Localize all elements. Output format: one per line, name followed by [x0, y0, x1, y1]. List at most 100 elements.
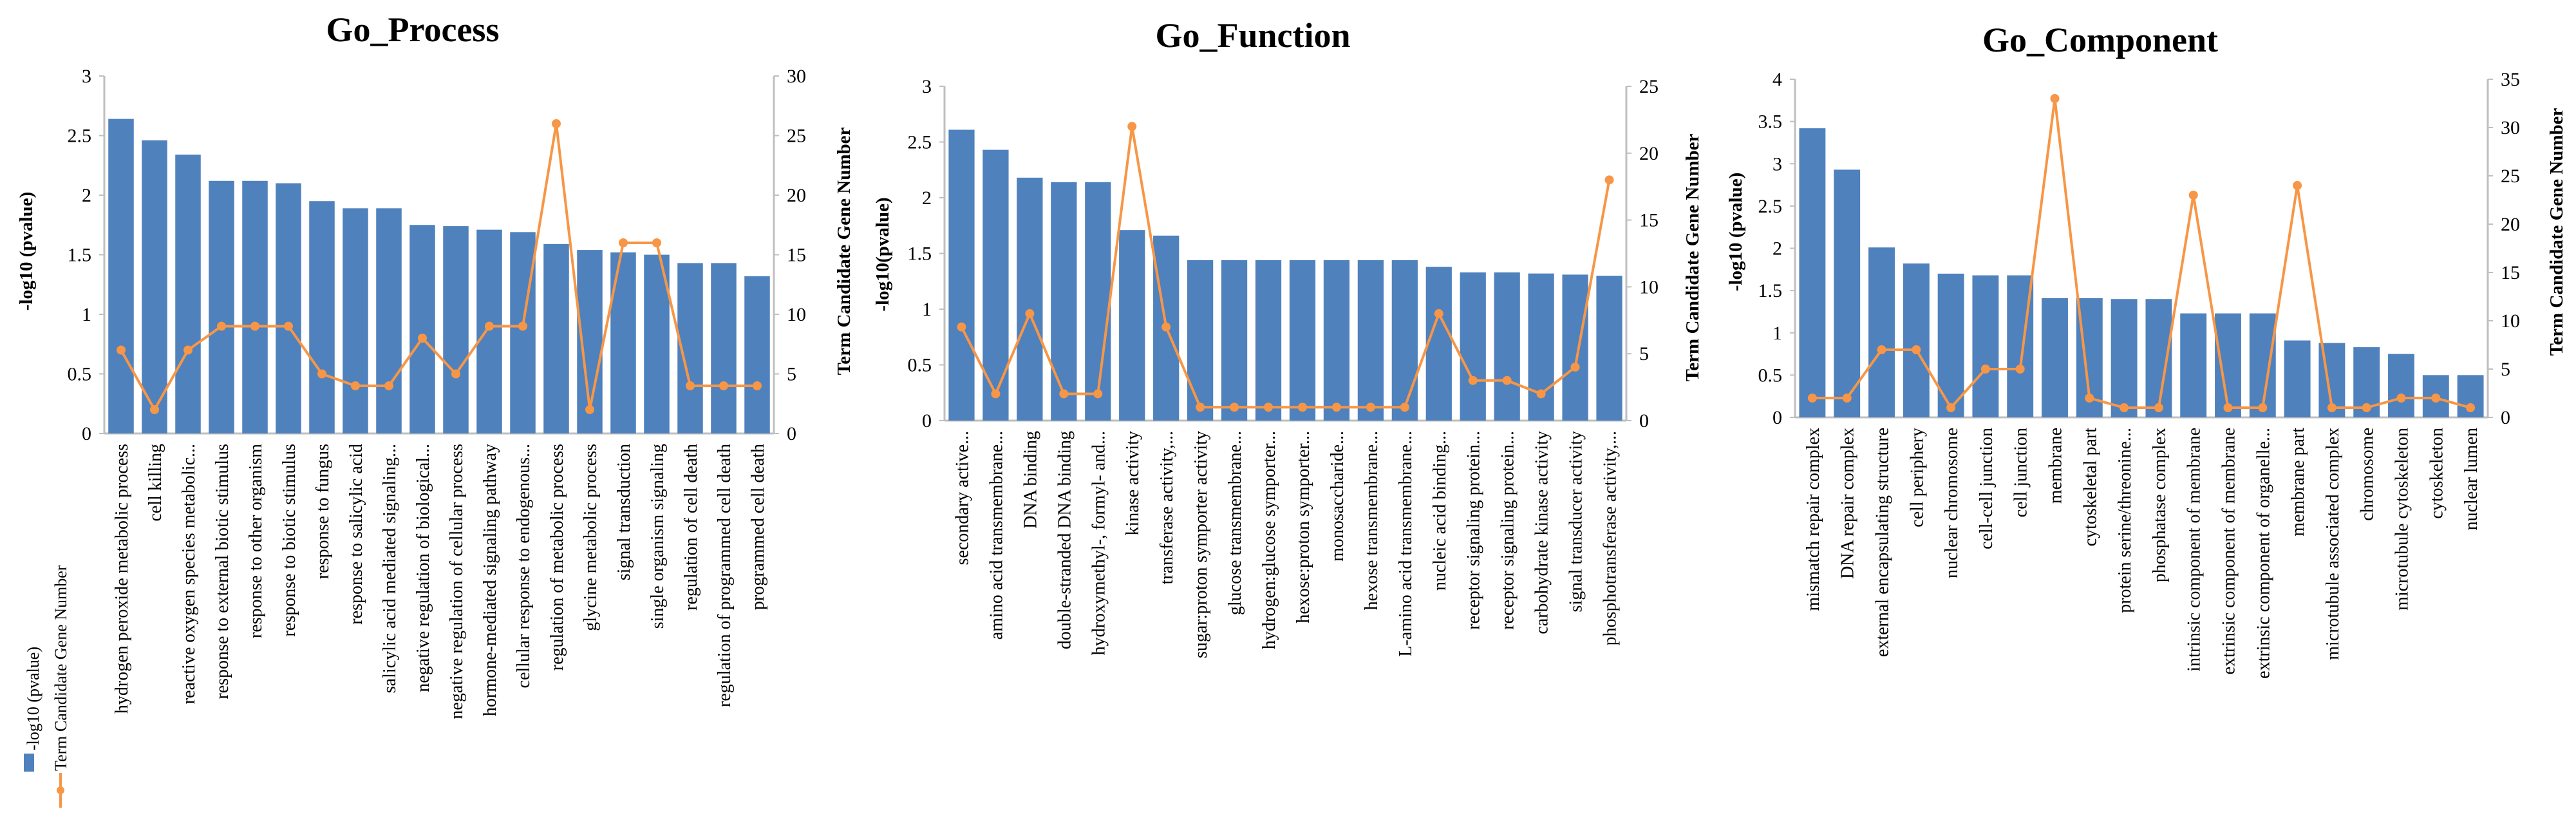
- y-tick-label: 0.5: [908, 355, 932, 376]
- gene-number-point: [2362, 403, 2371, 412]
- bar: [610, 252, 636, 433]
- gene-number-point: [250, 321, 259, 331]
- gene-number-point: [2050, 94, 2060, 103]
- y2-tick-label: 10: [1639, 276, 1659, 298]
- x-tick-label: receptor signaling protein...: [1498, 431, 1518, 630]
- go-component-chart: Go_Component -log10 (pvalue) Term Candid…: [1725, 21, 2567, 679]
- bar: [543, 243, 569, 433]
- x-tick-label: phosphatase complex: [2150, 428, 2170, 582]
- gene-number-point: [619, 238, 628, 247]
- gene-number-point: [317, 369, 326, 379]
- y-tick-label: 1: [1772, 323, 1782, 344]
- gene-number-point: [1059, 389, 1069, 399]
- y-axis-label: -log10 (pvalue): [16, 192, 37, 310]
- y2-tick-label: 15: [2501, 262, 2520, 283]
- x-tick-label: response to external biotic stimulus: [212, 444, 232, 699]
- gene-number-point: [1980, 365, 1990, 374]
- bar: [1119, 230, 1145, 421]
- x-tick-label: hexose:proton symporter...: [1293, 431, 1313, 623]
- gene-number-point: [1604, 175, 1614, 185]
- gene-number-point: [2327, 403, 2336, 412]
- y-tick-label: 0: [1772, 407, 1782, 428]
- x-tick-label: signal transducer activity: [1566, 431, 1586, 612]
- gene-number-point: [2431, 394, 2441, 403]
- gene-number-point: [1502, 375, 1512, 385]
- gene-number-point: [351, 381, 360, 390]
- legend: -log10 (pvalue) Term Candidate Gene Numb…: [24, 565, 70, 808]
- bar: [744, 276, 770, 433]
- bar: [1357, 260, 1384, 421]
- gene-number-point: [217, 321, 226, 331]
- x-tick-label: secondary active...: [952, 431, 972, 565]
- gene-number-point: [1264, 403, 1274, 412]
- x-tick-label: membrane part: [2288, 428, 2308, 537]
- y2-tick-label: 15: [787, 245, 806, 266]
- gene-number-point: [1331, 403, 1341, 412]
- y2-tick-label: 20: [787, 185, 806, 206]
- x-tick-label: membrane: [2046, 428, 2066, 504]
- gene-number-point: [2015, 365, 2025, 374]
- y-tick-label: 2.5: [908, 132, 932, 153]
- y2-tick-label: 25: [787, 126, 806, 147]
- gene-number-point: [2120, 403, 2129, 412]
- gene-number-point: [686, 381, 695, 390]
- x-tick-label: phosphotransferase activity,...: [1601, 431, 1621, 645]
- legend-line-marker: [57, 786, 64, 794]
- bar: [711, 263, 737, 433]
- gene-number-point: [1570, 362, 1580, 372]
- y2-tick-label: 5: [787, 364, 796, 385]
- bar: [476, 229, 502, 433]
- gene-number-point: [991, 389, 1001, 399]
- x-tick-label: extrinsic component of membrane: [2219, 428, 2239, 674]
- x-tick-label: nuclear chromosome: [1942, 428, 1962, 578]
- gene-number-point: [384, 381, 393, 390]
- gene-number-point: [1297, 403, 1307, 412]
- bar: [443, 226, 469, 433]
- gene-number-point: [753, 381, 762, 390]
- y-tick-label: 2: [922, 187, 932, 209]
- y2-tick-label: 30: [2501, 117, 2520, 138]
- gene-number-point: [2188, 191, 2198, 200]
- gene-number-point: [183, 345, 193, 355]
- bar: [2388, 354, 2414, 417]
- y2-tick-label: 0: [2501, 407, 2510, 428]
- y2-axis-label: Term Candidate Gene Number: [834, 127, 854, 375]
- x-tick-label: transferase activity,...: [1157, 431, 1177, 584]
- bar: [2042, 298, 2068, 417]
- gene-number-point: [2293, 181, 2302, 190]
- x-tick-label: cytoskeleton: [2427, 428, 2447, 519]
- bar: [1289, 260, 1316, 421]
- bar: [1903, 263, 1930, 417]
- x-tick-label: cell junction: [2011, 428, 2031, 517]
- x-tick-label: negative regulation of biological...: [413, 444, 433, 692]
- y2-tick-label: 10: [787, 304, 806, 325]
- bar: [2111, 299, 2138, 417]
- bar: [1799, 128, 1826, 417]
- bar: [309, 201, 335, 433]
- bar: [1051, 182, 1077, 421]
- bar: [209, 180, 234, 433]
- x-tick-label: amino acid transmembrane...: [986, 431, 1006, 640]
- gene-number-point: [284, 321, 293, 331]
- y-tick-label: 1: [82, 304, 91, 325]
- gene-number-point: [2258, 403, 2268, 412]
- x-tick-label: negative regulation of cellular process: [447, 444, 467, 719]
- gene-number-point: [1468, 375, 1478, 385]
- bar: [1391, 260, 1418, 421]
- gene-number-point: [451, 369, 460, 379]
- legend-bar-label: -log10 (pvalue): [24, 647, 42, 750]
- gene-number-point: [2223, 403, 2233, 412]
- go-function-chart: Go_Function -log10(pvalue) Term Candidat…: [872, 16, 1703, 658]
- y-tick-label: 0: [82, 423, 91, 444]
- x-tick-label: signal transduction: [614, 444, 634, 580]
- bar: [1425, 267, 1452, 421]
- gene-number-point: [2466, 403, 2476, 412]
- x-tick-label: hexose transmembrane...: [1362, 431, 1382, 610]
- x-tick-label: cell-cell junction: [1977, 428, 1997, 549]
- gene-number-point: [1400, 403, 1409, 412]
- y2-tick-label: 10: [2501, 310, 2520, 332]
- gene-number-point: [957, 322, 966, 332]
- gene-number-line: [1812, 97, 2471, 409]
- gene-number-point: [117, 345, 126, 355]
